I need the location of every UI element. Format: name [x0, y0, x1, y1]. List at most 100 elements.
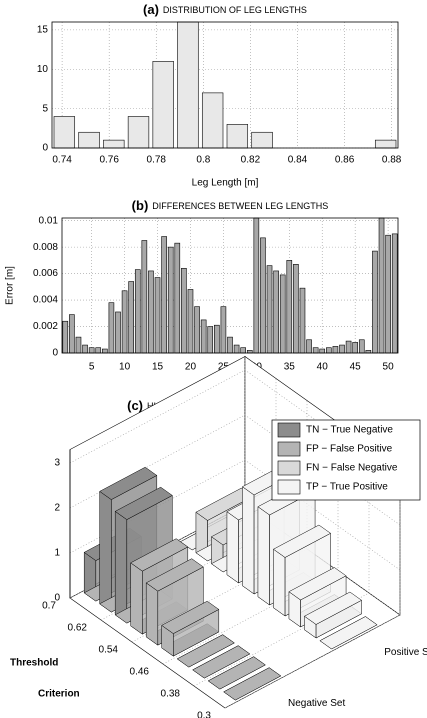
- x-axis-label: Threshold: [10, 658, 58, 669]
- y-tick-label: 10: [37, 64, 49, 75]
- bar: [312, 347, 319, 354]
- bar: [103, 139, 125, 149]
- bar: [121, 290, 128, 354]
- bar-face: [114, 510, 128, 624]
- legend-swatch: [277, 422, 301, 438]
- bar: [102, 348, 108, 354]
- z-tick-label: 2: [54, 503, 60, 514]
- bar: [69, 314, 75, 354]
- bar: [378, 217, 385, 354]
- bar: [181, 267, 187, 354]
- bar: [273, 270, 279, 354]
- bar-top: [272, 524, 332, 558]
- x-tick-label: 50: [383, 362, 395, 373]
- bar-top: [145, 558, 204, 592]
- y-tick-label: 0: [52, 348, 58, 359]
- bar: [201, 92, 224, 149]
- bar: [253, 217, 260, 354]
- panel-label: (b): [132, 198, 149, 213]
- x-tick-label: 0.84: [288, 155, 308, 166]
- bar: [161, 236, 167, 354]
- bar: [200, 319, 207, 354]
- bar-face: [130, 562, 143, 635]
- y-tick-label: 0.01: [39, 215, 59, 226]
- bar: [319, 348, 326, 354]
- plot-frame: [51, 21, 399, 149]
- legend-label: FP − False Positive: [306, 444, 393, 455]
- annotation: Criterion: [38, 689, 80, 700]
- bar-top: [176, 634, 235, 668]
- x-tick-label: 0.82: [241, 155, 261, 166]
- bar: [299, 287, 306, 354]
- bar-face: [242, 486, 255, 595]
- x-tick-label: 0.78: [147, 155, 167, 166]
- bar: [345, 340, 352, 354]
- bar: [78, 131, 100, 149]
- bar-face: [145, 582, 159, 646]
- bar: [62, 320, 69, 354]
- title-text: DIFFERENCES BETWEEN LEG LENGTHS: [152, 201, 328, 211]
- y-tick-label: 5: [42, 103, 48, 114]
- x-tick-label: 45: [350, 362, 362, 373]
- bar: [339, 344, 345, 354]
- z-tick-label: 3: [54, 458, 60, 469]
- y-tick-label: 0.008: [33, 242, 58, 253]
- x-tick-label: 25: [218, 362, 230, 373]
- grid-line: [224, 466, 401, 709]
- x-tick-label: 0.62: [68, 623, 88, 634]
- bar: [306, 339, 312, 354]
- x-axis-label: Leg Length [m]: [192, 178, 259, 189]
- bar: [187, 289, 194, 354]
- bar: [391, 233, 398, 354]
- bar: [82, 344, 88, 354]
- x-tick-label: 0.76: [99, 155, 119, 166]
- x-tick-label: 15: [152, 362, 164, 373]
- x-tick-label: 0.74: [52, 155, 72, 166]
- x-tick-label: 0.38: [161, 689, 181, 700]
- bar: [75, 336, 82, 354]
- bar: [279, 274, 286, 354]
- title-text: DISTRIBUTION OF LEG LENGTHS: [163, 5, 307, 15]
- plot-frame: [61, 217, 399, 354]
- chart-title: (b) DIFFERENCES BETWEEN LEG LENGTHS: [132, 198, 329, 213]
- bar: [95, 347, 102, 354]
- bar: [372, 250, 378, 354]
- bar: [141, 240, 148, 354]
- bar-top: [223, 667, 282, 701]
- bar: [128, 281, 134, 354]
- bar: [385, 234, 391, 354]
- x-tick-label: 10: [119, 362, 131, 373]
- bar: [154, 277, 161, 354]
- bar: [207, 326, 214, 354]
- bar: [358, 339, 365, 354]
- bar-top: [99, 466, 158, 500]
- legend-label: FN − False Negative: [306, 463, 398, 474]
- bar: [194, 306, 200, 354]
- x-tick-label: 5: [89, 362, 95, 373]
- y-tick-label: 0.004: [33, 295, 58, 306]
- category-label: Negative Set: [288, 698, 345, 709]
- bar-top: [114, 486, 173, 520]
- x-tick-label: 0.7: [42, 601, 56, 612]
- y-tick-label: 0.002: [33, 321, 58, 332]
- bar: [127, 116, 150, 149]
- bar: [161, 600, 220, 657]
- y-tick-label: 0.006: [33, 268, 58, 279]
- x-tick-label: 20: [185, 362, 197, 373]
- bar-top: [130, 538, 189, 572]
- legend-swatch: [277, 479, 301, 495]
- bar: [303, 591, 363, 639]
- category-label: Positive Set: [384, 647, 427, 658]
- bar: [88, 347, 95, 354]
- bar-top: [207, 656, 266, 690]
- legend-label: TN − True Negative: [306, 425, 393, 436]
- bar: [226, 124, 249, 149]
- panel-label: (c): [127, 398, 143, 413]
- bar: [134, 269, 141, 354]
- bar: [227, 336, 233, 354]
- legend-label: TP − True Positive: [306, 482, 388, 493]
- bar: [332, 346, 339, 354]
- bar-face: [273, 548, 286, 617]
- x-tick-label: 40: [317, 362, 329, 373]
